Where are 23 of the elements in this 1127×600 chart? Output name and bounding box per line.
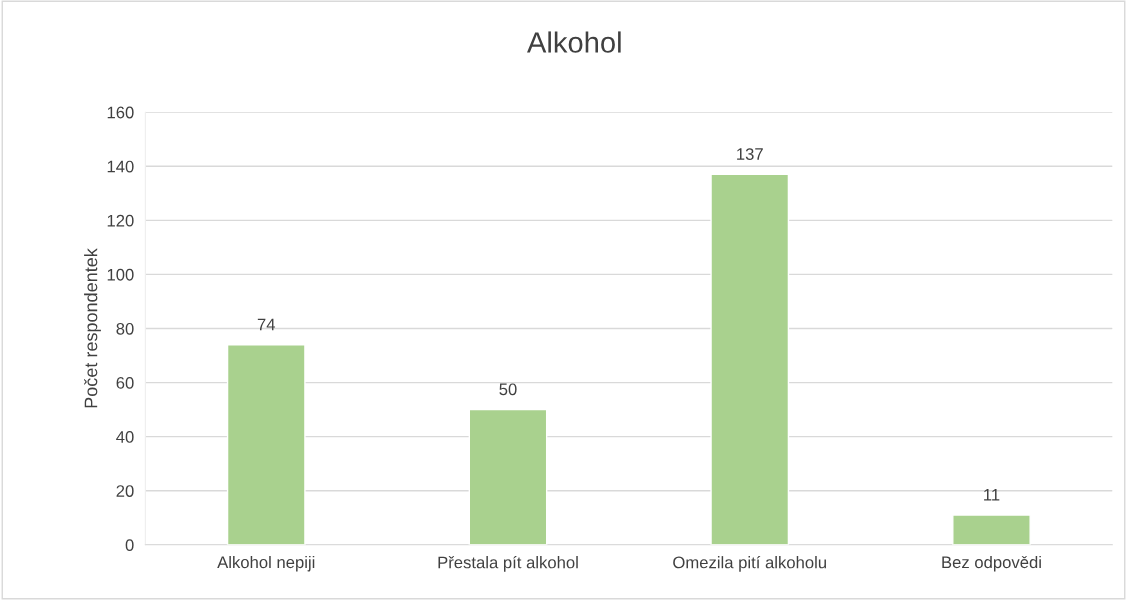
bar xyxy=(226,344,306,545)
y-tick-label: 60 xyxy=(116,376,134,389)
bar xyxy=(952,514,1031,545)
data-label: 11 xyxy=(984,489,1000,501)
y-tick-label: 140 xyxy=(107,160,134,173)
x-tick-label: Přestala pít alkohol xyxy=(438,555,578,572)
x-tick-label: Alkohol nepiji xyxy=(217,555,315,572)
data-label: 74 xyxy=(257,318,276,331)
data-label: 137 xyxy=(737,148,763,160)
y-tick-label: 20 xyxy=(116,485,134,497)
y-tick-label: 160 xyxy=(107,106,134,119)
x-tick-label: Omezila pití alkoholu xyxy=(673,555,826,572)
data-label: 50 xyxy=(499,383,517,396)
bar xyxy=(468,408,548,545)
y-axis-title: Počet respondentek xyxy=(84,248,101,408)
y-tick-label: 0 xyxy=(125,539,134,551)
chart-title: Alkohol xyxy=(527,31,621,53)
x-tick-label: Bez odpovědi xyxy=(942,555,1041,572)
y-tick-label: 40 xyxy=(116,431,134,443)
y-tick-label: 100 xyxy=(107,268,134,281)
y-tick-label: 80 xyxy=(116,322,134,335)
bar xyxy=(710,173,790,545)
y-tick-label: 120 xyxy=(107,214,134,227)
